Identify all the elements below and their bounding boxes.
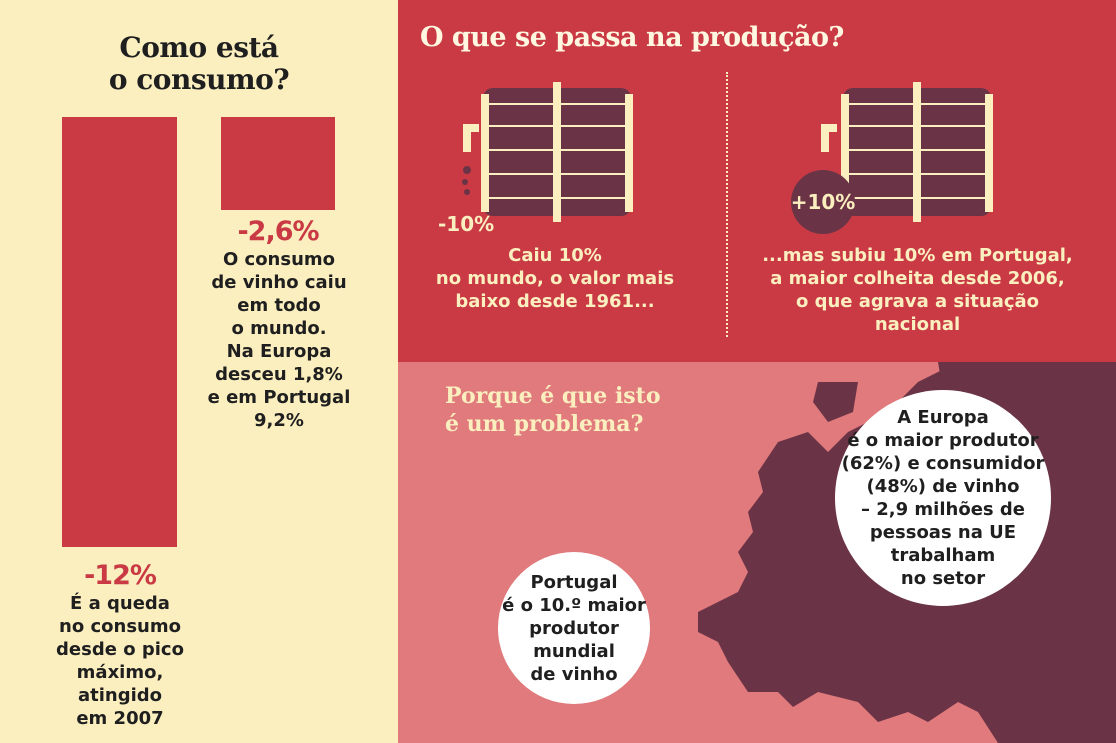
consumption-title-line1: Como está	[119, 31, 279, 64]
bar-world-decline-description-line: 9,2%	[254, 410, 304, 431]
portugal-production-description: ...mas subiu 10% em Portugal, a maior col…	[750, 244, 1085, 336]
bar-peak-decline-description-line: em 2007	[76, 708, 164, 729]
europe-bubble-text-line: (48%) de vinho	[866, 476, 1020, 497]
bar-world-decline-description: O consumo de vinho caiu em todo o mundo. Na …	[203, 248, 355, 432]
barrel-world-icon	[462, 82, 633, 222]
problem-title: Porque é que isto é um problema?	[445, 382, 661, 438]
world-production-change: -10%	[438, 212, 495, 236]
bar-world-decline-description-line: em todo	[237, 295, 321, 316]
europe-bubble-text-line: trabalham	[890, 545, 996, 566]
bar-peak-decline-description-line: É a queda	[70, 593, 170, 614]
portugal-bubble-text-line: de vinho	[530, 663, 618, 685]
portugal-bubble-text-line: é o 10.º maior	[502, 594, 646, 616]
world-production-description: Caiu 10% no mundo, o valor mais baixo desd…	[430, 244, 680, 313]
portugal-production-description-line: nacional	[874, 314, 961, 335]
bar-world-decline-description-line: Na Europa	[226, 341, 332, 362]
world-production-description-line: Caiu 10%	[508, 245, 602, 266]
production-title: O que se passa na produção?	[420, 22, 844, 53]
europe-bubble-text-line: pessoas na UE	[869, 522, 1017, 543]
bar-peak-decline-description-line: no consumo	[59, 616, 181, 637]
portugal-bubble-text-line: mundial	[533, 640, 615, 662]
europe-bubble-text-line: é o maior produtor	[847, 430, 1039, 451]
world-production-description-line: baixo desde 1961...	[455, 291, 655, 312]
bar-peak-decline-description-line: desde o pico	[56, 639, 184, 660]
europe-bubble-text: A Europa é o maior produtor (62%) e consum…	[842, 406, 1045, 590]
portugal-production-description-line: a maior colheita desde 2006,	[770, 268, 1065, 289]
bar-peak-decline-description: É a queda no consumo desde o pico máximo, at…	[45, 592, 195, 730]
bar-world-decline-description-line: e em Portugal	[207, 387, 351, 408]
portugal-bubble-text-line: produtor	[529, 617, 619, 639]
europe-bubble-text-line: (62%) e consumidor	[841, 453, 1045, 474]
europe-bubble-text-line: A Europa	[897, 407, 989, 428]
portugal-production-change-badge: +10%	[791, 170, 855, 234]
world-production-description-line: no mundo, o valor mais	[435, 268, 675, 289]
portugal-bubble-text: Portugal é o 10.º maior produtor mundial de …	[502, 571, 646, 686]
bar-world-decline-description-line: O consumo	[222, 249, 336, 270]
portugal-production-change: +10%	[790, 190, 856, 214]
divider	[726, 72, 728, 337]
consumption-title: Como está o consumo?	[0, 32, 398, 96]
consumption-title-line2: o consumo?	[108, 63, 290, 96]
bar-world-decline-description-line: de vinho caiu	[211, 272, 347, 293]
portugal-bubble: Portugal é o 10.º maior produtor mundial de …	[498, 552, 650, 704]
barrel-portugal-icon	[821, 82, 993, 222]
bar-world-decline-label: -2,6%	[237, 216, 319, 247]
europe-bubble-text-line: – 2,9 milhões de	[861, 499, 1025, 520]
problem-title-line1: Porque é que isto	[445, 383, 661, 409]
portugal-production-description-line: ...mas subiu 10% em Portugal,	[762, 245, 1073, 266]
problem-title-line2: é um problema?	[445, 411, 644, 437]
europe-bubble: A Europa é o maior produtor (62%) e consum…	[835, 390, 1051, 606]
bar-peak-decline-description-line: máximo,	[76, 662, 164, 683]
bar-world-decline	[221, 117, 335, 211]
bar-world-decline-description-line: desceu 1,8%	[215, 364, 343, 385]
bar-world-decline-description-line: o mundo.	[231, 318, 327, 339]
bar-peak-decline-description-line: atingido	[77, 685, 163, 706]
portugal-production-description-line: o que agrava a situação	[795, 291, 1040, 312]
europe-bubble-text-line: no setor	[900, 568, 986, 589]
bar-peak-decline	[62, 117, 177, 547]
portugal-bubble-text-line: Portugal	[530, 571, 618, 593]
bar-peak-decline-label: -12%	[84, 560, 157, 591]
